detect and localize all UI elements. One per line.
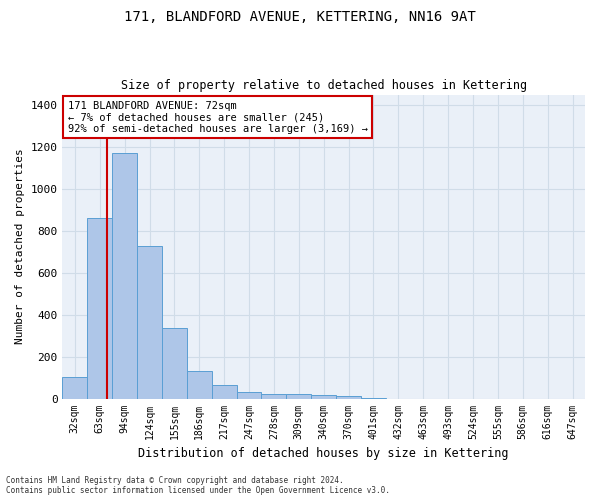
- Bar: [62, 376, 88, 398]
- Y-axis label: Number of detached properties: Number of detached properties: [15, 148, 25, 344]
- Bar: [311, 396, 336, 398]
- Bar: [262, 394, 286, 398]
- Text: Contains HM Land Registry data © Crown copyright and database right 2024.
Contai: Contains HM Land Registry data © Crown c…: [6, 476, 390, 495]
- Bar: [286, 394, 311, 398]
- Bar: [162, 328, 187, 398]
- Bar: [212, 385, 236, 398]
- Bar: [236, 392, 262, 398]
- X-axis label: Distribution of detached houses by size in Kettering: Distribution of detached houses by size …: [139, 447, 509, 460]
- Bar: [137, 246, 162, 398]
- Title: Size of property relative to detached houses in Kettering: Size of property relative to detached ho…: [121, 79, 527, 92]
- Bar: [88, 218, 112, 398]
- Text: 171 BLANDFORD AVENUE: 72sqm
← 7% of detached houses are smaller (245)
92% of sem: 171 BLANDFORD AVENUE: 72sqm ← 7% of deta…: [68, 100, 368, 134]
- Bar: [112, 154, 137, 398]
- Text: 171, BLANDFORD AVENUE, KETTERING, NN16 9AT: 171, BLANDFORD AVENUE, KETTERING, NN16 9…: [124, 10, 476, 24]
- Bar: [187, 372, 212, 398]
- Bar: [336, 396, 361, 398]
